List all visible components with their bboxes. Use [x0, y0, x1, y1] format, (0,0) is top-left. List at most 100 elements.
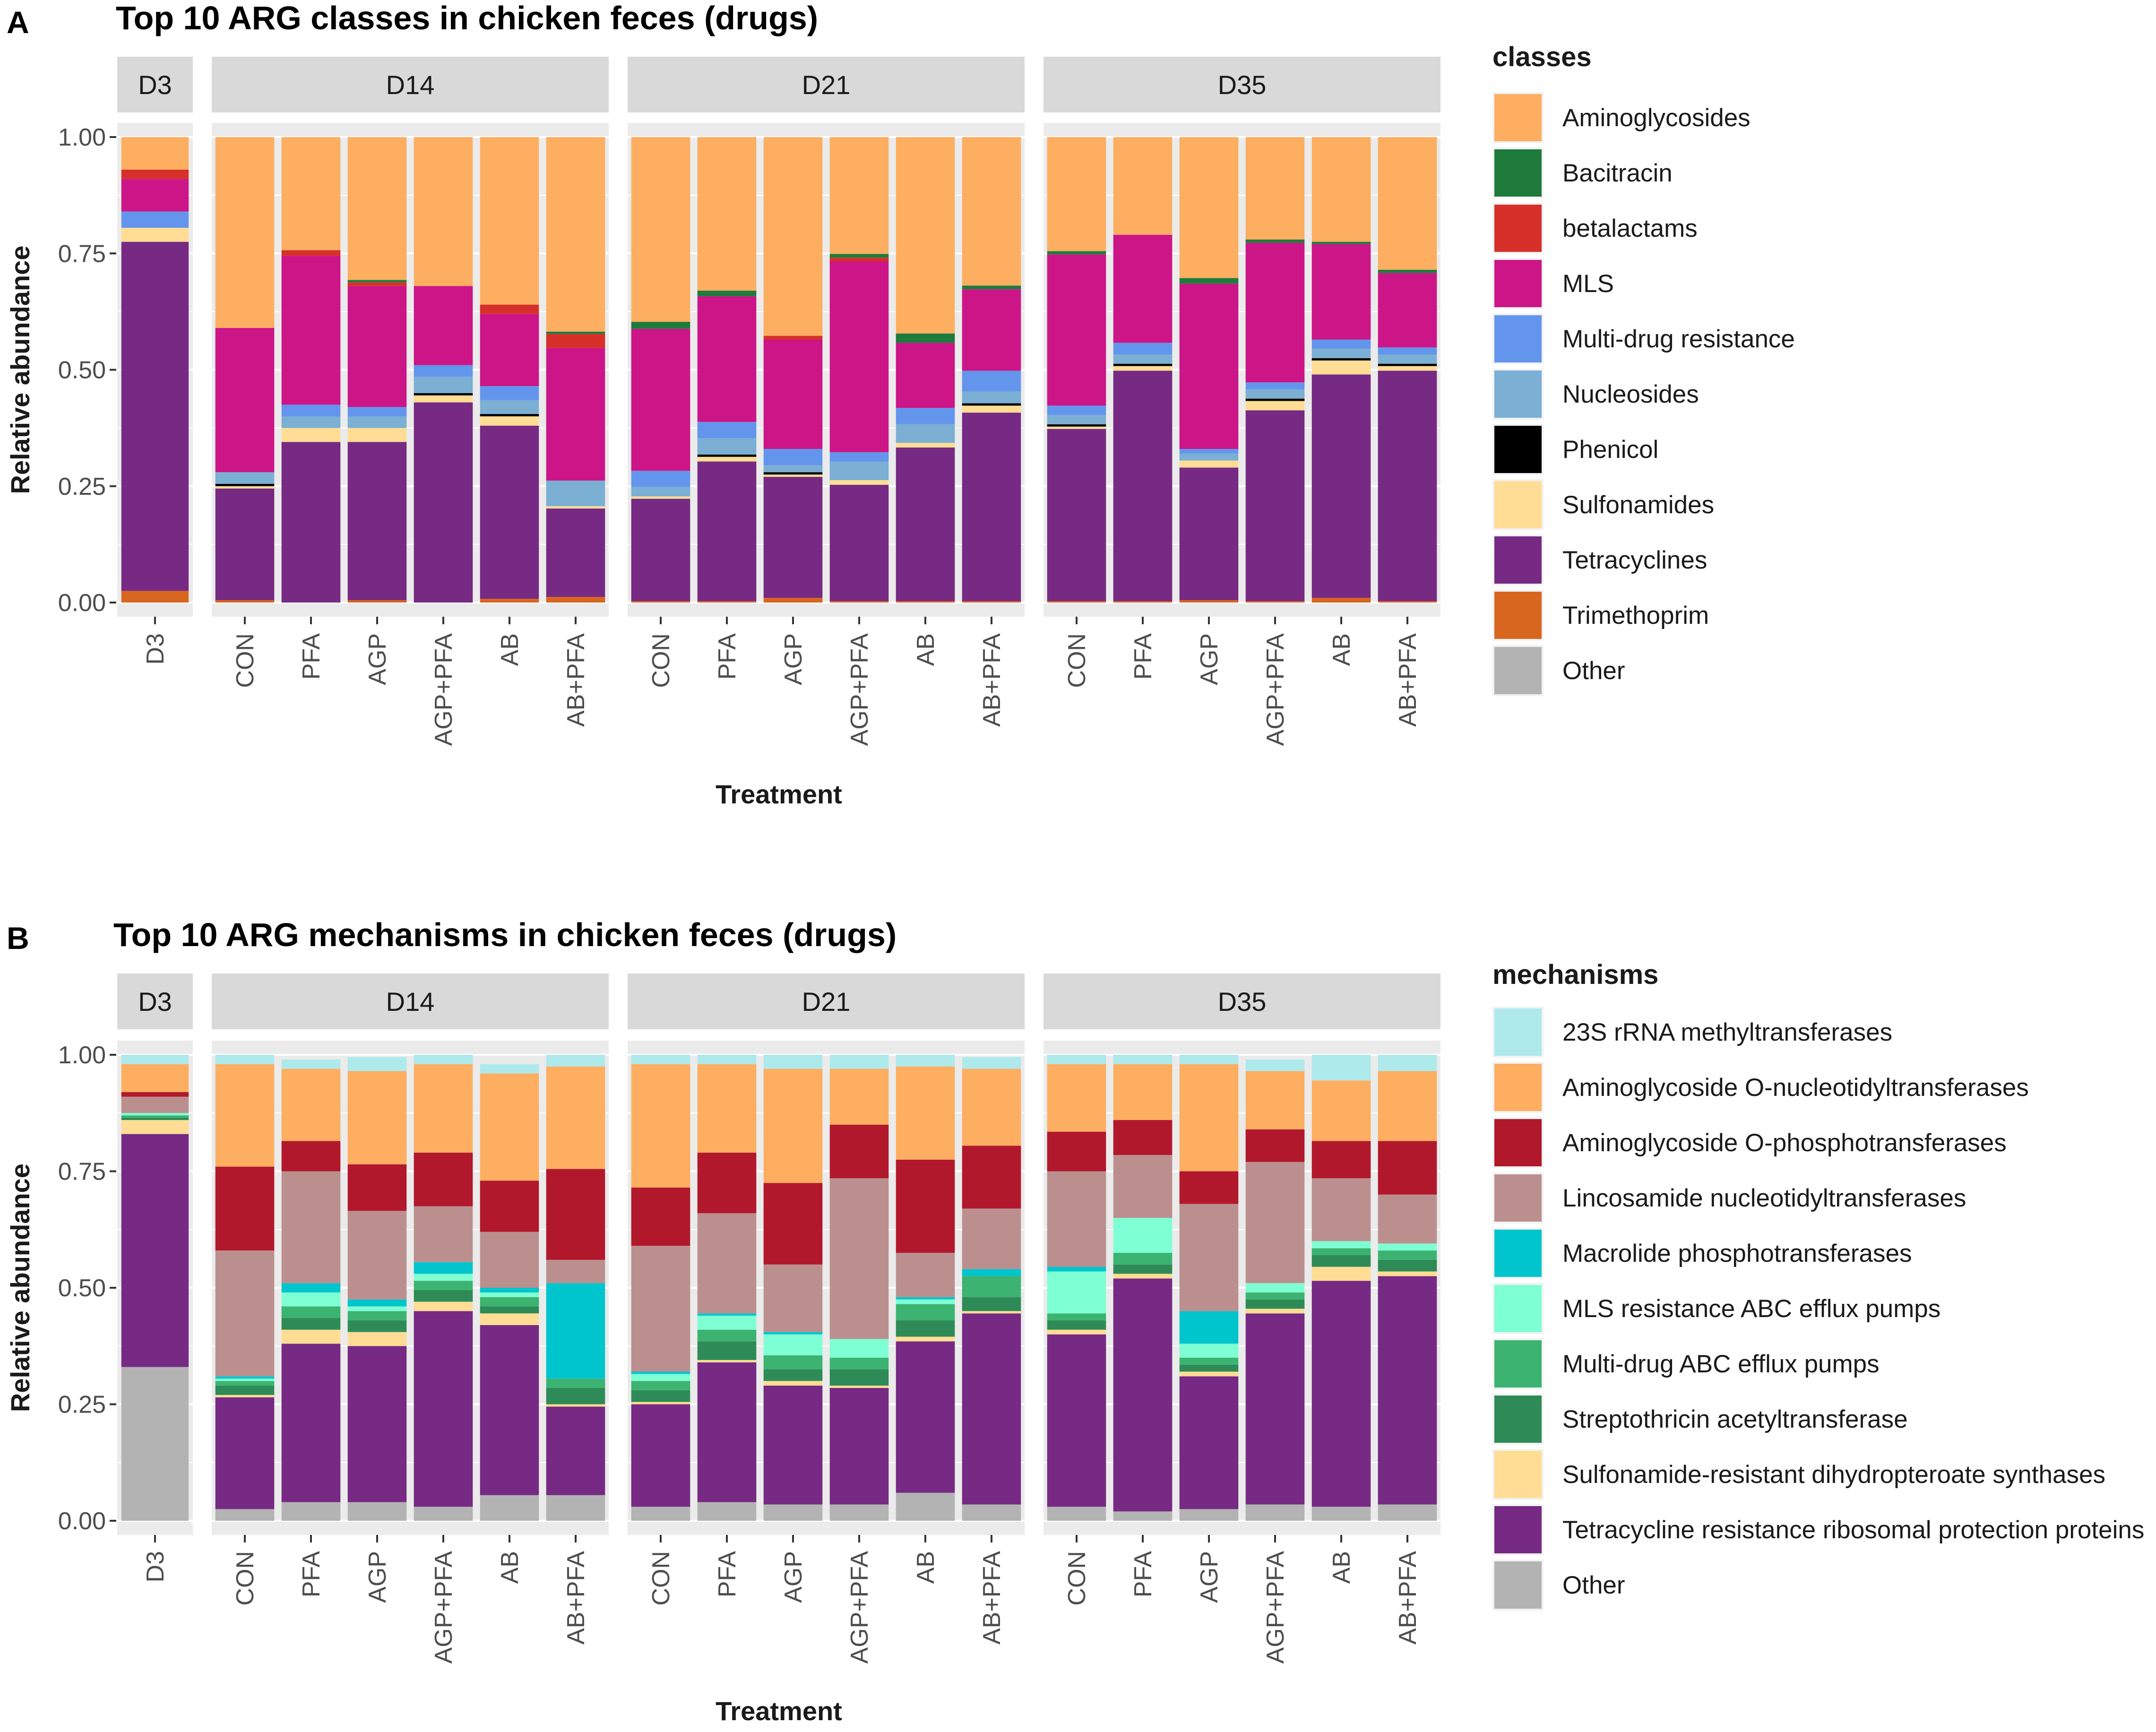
facet-strip: [628, 57, 1025, 112]
bar-segment-23s-rrna-methyltransferases: [763, 1055, 823, 1069]
facet-d35: D35 CON PFA AGP AGP+PFA AB AB+PFA: [1044, 974, 1440, 1663]
bar-segment-nucleosides: [962, 391, 1021, 404]
bar-segment-multi-drug-abc-efflux-pumps: [480, 1297, 539, 1307]
bar-segment-lincosamide-nucleotidyltransferases: [829, 1178, 889, 1339]
facet-strip-label: D14: [386, 987, 435, 1017]
bar-segment-nucleosides: [1245, 389, 1305, 399]
bar-segment-macrolide-phosphotransferases: [1047, 1267, 1106, 1272]
legend-item-lincosamide-nucleotidyltransferases: Lincosamide nucleotidyltransferases: [1492, 1172, 1966, 1224]
bar-segment-streptothricin-acetyltransferase: [281, 1318, 341, 1330]
bar-segment-aminoglycoside-o-nucleotidyltransferases: [631, 1064, 690, 1188]
bar-segment-nucleosides: [546, 480, 605, 507]
bar-segment-multi-drug-abc-efflux-pumps: [347, 1311, 407, 1321]
bar-segment-mls-resistance-abc-efflux-pumps: [414, 1274, 473, 1281]
bar-segment-other: [480, 1495, 539, 1521]
bar-d21-ab-plus-pfa: AB+PFA: [962, 1057, 1021, 1645]
legend-item-multi-drug-abc-efflux-pumps: Multi-drug ABC efflux pumps: [1492, 1338, 1880, 1389]
x-tick-label: CON: [647, 1551, 675, 1606]
legend-swatch: [1494, 1008, 1542, 1056]
bar-segment-lincosamide-nucleotidyltransferases: [631, 1246, 690, 1372]
bar-segment-sulfonamides: [1047, 426, 1106, 429]
legend-item-aminoglycosides: Aminoglycosides: [1492, 92, 1751, 143]
bar-segment-mls: [896, 343, 955, 408]
bar-d21-agp-plus-pfa: AGP+PFA: [829, 137, 889, 746]
legend-item-other: Other: [1492, 1560, 1625, 1611]
legend-label: Bacitracin: [1562, 159, 1673, 187]
bar-d14-ab-plus-pfa: AB+PFA: [546, 137, 605, 727]
bar-segment-aminoglycosides: [1047, 137, 1106, 251]
bar-segment-lincosamide-nucleotidyltransferases: [480, 1232, 539, 1288]
bar-segment-mls: [1179, 284, 1239, 449]
bar-segment-multi-drug-abc-efflux-pumps: [1179, 1357, 1239, 1365]
legend-swatch: [1494, 149, 1542, 197]
bar-d35-pfa: PFA: [1113, 137, 1173, 680]
bar-segment-aminoglycosides: [1179, 137, 1239, 278]
bar-segment-aminoglycoside-o-phosphotransferases: [414, 1153, 473, 1206]
bar-segment-macrolide-phosphotransferases: [697, 1313, 757, 1316]
x-tick-label: PFA: [298, 1551, 325, 1598]
bar-segment-multi-drug-resistance: [631, 471, 690, 487]
bar-segment-other: [414, 1507, 473, 1521]
bar-segment-bacitracin: [1245, 239, 1305, 243]
bar-segment-lincosamide-nucleotidyltransferases: [1245, 1162, 1305, 1284]
bar-segment-streptothricin-acetyltransferase: [121, 1118, 189, 1120]
bar-segment-other: [215, 1509, 275, 1521]
x-tick-label: CON: [647, 633, 675, 688]
bar-segment-aminoglycosides: [896, 137, 955, 334]
bar-segment-sulfonamide-resistant-dihydropteroate-synthases: [1047, 1329, 1106, 1335]
bar-segment-nucleosides: [1113, 354, 1173, 364]
bar-segment-betalactams: [347, 282, 407, 286]
bar-d35-ab-plus-pfa: AB+PFA: [1378, 137, 1437, 727]
bar-segment-sulfonamide-resistant-dihydropteroate-synthases: [414, 1301, 473, 1311]
legend-swatch: [1494, 1340, 1542, 1387]
x-tick-label: AGP+PFA: [1262, 633, 1289, 746]
bar-d35-con: CON: [1047, 137, 1106, 688]
bar-segment-lincosamide-nucleotidyltransferases: [414, 1206, 473, 1262]
legend: mechanisms 23S rRNA methyltransferases Ami…: [1492, 959, 2144, 1611]
facet-strip: [212, 57, 609, 112]
bar-segment-streptothricin-acetyltransferase: [1378, 1259, 1437, 1272]
x-tick-label: AGP+PFA: [430, 633, 457, 746]
bar-segment-phenicol: [962, 403, 1021, 406]
bar-segment-trimethoprim: [631, 601, 690, 603]
facet-d21: D21 CON PFA AGP AGP+PFA AB AB+PFA: [628, 974, 1025, 1663]
legend-swatch: [1494, 426, 1542, 473]
bar-segment-multi-drug-resistance: [896, 408, 955, 424]
x-tick-label: PFA: [714, 1551, 741, 1598]
bar-segment-aminoglycoside-o-phosphotransferases: [1245, 1129, 1305, 1162]
bar-segment-mls-resistance-abc-efflux-pumps: [829, 1339, 889, 1358]
facet-strip: [117, 57, 193, 112]
bar-segment-mls-resistance-abc-efflux-pumps: [763, 1334, 823, 1355]
bar-segment-23s-rrna-methyltransferases: [697, 1055, 757, 1064]
x-tick-label: AB+PFA: [1394, 633, 1422, 727]
bar-segment-bacitracin: [962, 285, 1021, 290]
bar-segment-betalactams: [480, 304, 539, 314]
bar-segment-multi-drug-abc-efflux-pumps: [121, 1115, 189, 1118]
bar-segment-mls: [215, 327, 275, 473]
bar-segment-mls-resistance-abc-efflux-pumps: [121, 1113, 189, 1116]
bar-segment-bacitracin: [347, 280, 407, 283]
x-tick-label: AB: [496, 633, 524, 666]
x-tick-label: AGP+PFA: [846, 1551, 873, 1664]
bar-segment-mls: [1047, 254, 1106, 406]
bar-d21-pfa: PFA: [697, 137, 757, 680]
panel-letter: B: [7, 921, 29, 956]
y-tick-label: 0.25: [58, 1391, 106, 1419]
bar-segment-macrolide-phosphotransferases: [763, 1332, 823, 1335]
bar-segment-mls: [347, 286, 407, 407]
x-axis-title: Treatment: [716, 1696, 842, 1726]
legend-label: Multi-drug resistance: [1562, 325, 1795, 353]
legend-title: classes: [1492, 42, 1592, 72]
bar-segment-aminoglycoside-o-nucleotidyltransferases: [480, 1073, 539, 1181]
legend-label: Sulfonamides: [1562, 491, 1714, 519]
bar-segment-aminoglycosides: [1113, 137, 1173, 235]
bar-d14-pfa: PFA: [281, 1059, 341, 1598]
x-tick-label: AB: [496, 1551, 524, 1584]
bar-segment-phenicol: [1113, 363, 1173, 366]
bar-d35-ab-plus-pfa: AB+PFA: [1378, 1055, 1437, 1645]
bar-segment-multi-drug-resistance: [1113, 343, 1173, 354]
bar-segment-sulfonamides: [215, 486, 275, 489]
bar-segment-mls-resistance-abc-efflux-pumps: [281, 1292, 341, 1307]
legend-swatch: [1494, 371, 1542, 418]
bar-d21-agp: AGP: [763, 1055, 823, 1603]
